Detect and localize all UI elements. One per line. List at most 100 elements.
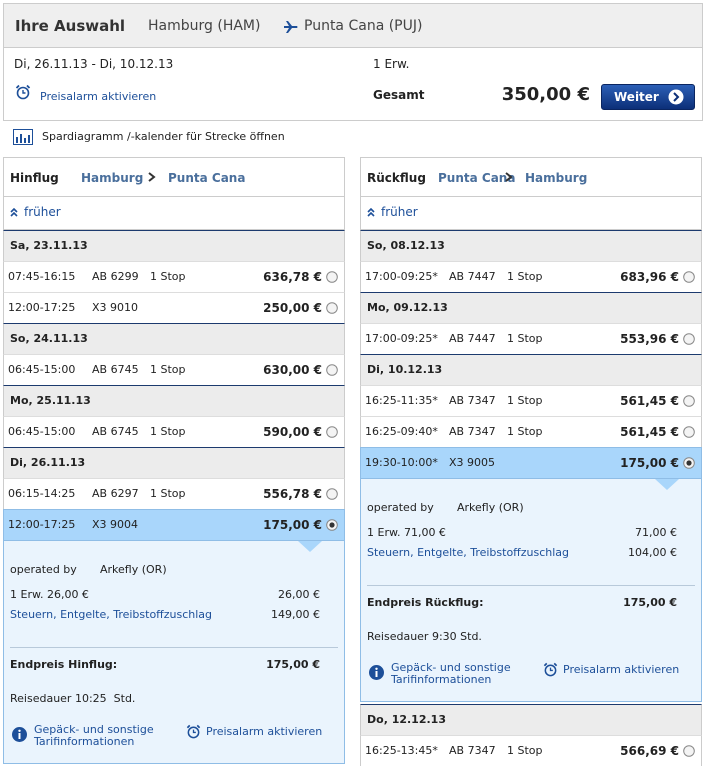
- notch: [298, 541, 322, 552]
- operated-label: operated by: [10, 563, 77, 576]
- info-circle: [12, 727, 27, 742]
- flight-row[interactable]: 07:45-16:15 AB 6299 1 Stop 636,78 €: [3, 261, 345, 292]
- day-date: Mo, 09.12.13: [367, 301, 448, 314]
- flight-time: 19:30-10:00*: [365, 456, 438, 469]
- flight-number: AB 6297: [92, 487, 139, 500]
- radio-button[interactable]: [326, 519, 338, 531]
- flight-time: 17:00-09:25*: [365, 270, 438, 283]
- flight-time: 12:00-17:25: [8, 301, 76, 314]
- earlier-icon: [367, 207, 375, 217]
- alarm-icon: [186, 724, 201, 739]
- radio-button[interactable]: [683, 745, 695, 757]
- radio-button[interactable]: [326, 364, 338, 376]
- flight-price: 175,00 €: [263, 518, 322, 532]
- day-header: Do, 12.12.13: [360, 704, 702, 735]
- flight-stops: 1 Stop: [150, 425, 186, 438]
- flight-time: 06:15-14:25: [8, 487, 76, 500]
- chevron: [148, 172, 156, 182]
- column-title: Rückflug: [367, 171, 426, 185]
- day-date: Do, 12.12.13: [367, 713, 446, 726]
- radio-circle: [326, 364, 338, 376]
- baggage-link[interactable]: Gepäck- und sonstige Tarifinformationen: [34, 723, 154, 748]
- route-arrow: [505, 172, 513, 182]
- radio-button[interactable]: [683, 457, 695, 469]
- flight-stops: 1 Stop: [150, 270, 186, 283]
- taxes-amount: 104,00 €: [628, 546, 677, 559]
- earlier-row: früher: [3, 196, 345, 230]
- radio-button[interactable]: [683, 395, 695, 407]
- total-label: Gesamt: [373, 88, 425, 102]
- route-to[interactable]: Punta Cana: [168, 171, 246, 185]
- radio-button[interactable]: [683, 271, 695, 283]
- price-alarm-link[interactable]: Preisalarm aktivieren: [206, 725, 323, 738]
- origin: Hamburg (HAM): [148, 18, 261, 34]
- route-from[interactable]: Hamburg: [81, 171, 144, 185]
- day-date: Mo, 25.11.13: [10, 394, 91, 407]
- flight-price: 556,78 €: [263, 487, 322, 501]
- double-chevron: [367, 207, 375, 217]
- divider: [10, 647, 338, 648]
- passengers: 1 Erw.: [373, 57, 410, 71]
- taxes-link[interactable]: Steuern, Entgelte, Treibstoffzuschlag: [10, 608, 213, 621]
- info-icon: [12, 727, 27, 742]
- flight-row[interactable]: 12:00-17:25 X3 9010 250,00 €: [3, 292, 345, 323]
- radio-button[interactable]: [683, 426, 695, 438]
- travel-dates: Di, 26.11.13 - Di, 10.12.13: [14, 57, 174, 71]
- flight-details: operated by Arkefly (OR) 1 Erw. 26,00 € 26,…: [3, 541, 345, 764]
- flight-row[interactable]: 06:45-15:00 AB 6745 1 Stop 630,00 €: [3, 354, 345, 385]
- flight-price: 175,00 €: [620, 456, 679, 470]
- route-from[interactable]: Punta Cana: [438, 171, 516, 185]
- radio-circle: [683, 745, 695, 757]
- day-header: So, 08.12.13: [360, 230, 702, 261]
- radio-circle: [683, 333, 695, 345]
- flight-row[interactable]: 16:25-11:35* AB 7347 1 Stop 561,45 €: [360, 385, 702, 416]
- radio-button[interactable]: [326, 271, 338, 283]
- flight-stops: 1 Stop: [507, 332, 543, 345]
- alarm-clock: [186, 724, 201, 739]
- flight-row[interactable]: 17:00-09:25* AB 7447 1 Stop 683,96 €: [360, 261, 702, 292]
- radio-button[interactable]: [326, 426, 338, 438]
- column-header: Rückflug Punta Cana Hamburg: [360, 157, 702, 196]
- column-header: Hinflug Hamburg Punta Cana: [3, 157, 345, 196]
- taxes-link[interactable]: Steuern, Entgelte, Treibstoffzuschlag: [367, 546, 570, 559]
- flight-time: 16:25-11:35*: [365, 394, 438, 407]
- spar-link[interactable]: Spardiagramm /-kalender für Strecke öffn…: [42, 130, 285, 143]
- flight-row[interactable]: 17:00-09:25* AB 7447 1 Stop 553,96 €: [360, 323, 702, 354]
- earlier-link[interactable]: früher: [24, 205, 61, 219]
- flight-price: 630,00 €: [263, 363, 322, 377]
- price-alarm-link[interactable]: Preisalarm aktivieren: [563, 663, 680, 676]
- radio-circle: [326, 488, 338, 500]
- flight-number: AB 7347: [449, 425, 496, 438]
- flight-time: 06:45-15:00: [8, 425, 76, 438]
- flight-row[interactable]: 19:30-10:00* X3 9005 175,00 €: [360, 447, 702, 479]
- flight-row[interactable]: 06:15-14:25 AB 6297 1 Stop 556,78 €: [3, 478, 345, 509]
- flight-stops: 1 Stop: [507, 744, 543, 757]
- radio-circle: [326, 519, 338, 531]
- route-to[interactable]: Hamburg: [525, 171, 588, 185]
- route-arrow: [148, 172, 156, 182]
- flight-row[interactable]: 12:00-17:25 X3 9004 175,00 €: [3, 509, 345, 541]
- price-alarm-link[interactable]: Preisalarm aktivieren: [40, 90, 157, 103]
- radio-button[interactable]: [326, 302, 338, 314]
- flight-row[interactable]: 16:25-09:40* AB 7347 1 Stop 561,45 €: [360, 416, 702, 447]
- flight-row[interactable]: 06:45-15:00 AB 6745 1 Stop 590,00 €: [3, 416, 345, 447]
- flight-number: AB 7347: [449, 394, 496, 407]
- header-bar: Ihre Auswahl Hamburg (HAM) Punta Cana (P…: [4, 4, 702, 48]
- earlier-icon: [10, 207, 18, 217]
- day-date: So, 08.12.13: [367, 239, 445, 252]
- flight-stops: 1 Stop: [507, 425, 543, 438]
- flight-price: 636,78 €: [263, 270, 322, 284]
- flight-price: 683,96 €: [620, 270, 679, 284]
- flight-number: X3 9004: [92, 518, 139, 531]
- flight-time: 17:00-09:25*: [365, 332, 438, 345]
- flight-number: AB 6299: [92, 270, 139, 283]
- radio-button[interactable]: [326, 488, 338, 500]
- radio-button[interactable]: [683, 333, 695, 345]
- earlier-link[interactable]: früher: [381, 205, 418, 219]
- final-amount: 175,00 €: [623, 596, 677, 609]
- day-header: Di, 10.12.13: [360, 354, 702, 385]
- fare-label: 1 Erw. 71,00 €: [367, 526, 446, 539]
- flight-row[interactable]: 16:25-13:45* AB 7347 1 Stop 566,69 €: [360, 735, 702, 766]
- continue-button[interactable]: Weiter: [601, 84, 695, 110]
- baggage-link[interactable]: Gepäck- und sonstige Tarifinformationen: [391, 661, 511, 686]
